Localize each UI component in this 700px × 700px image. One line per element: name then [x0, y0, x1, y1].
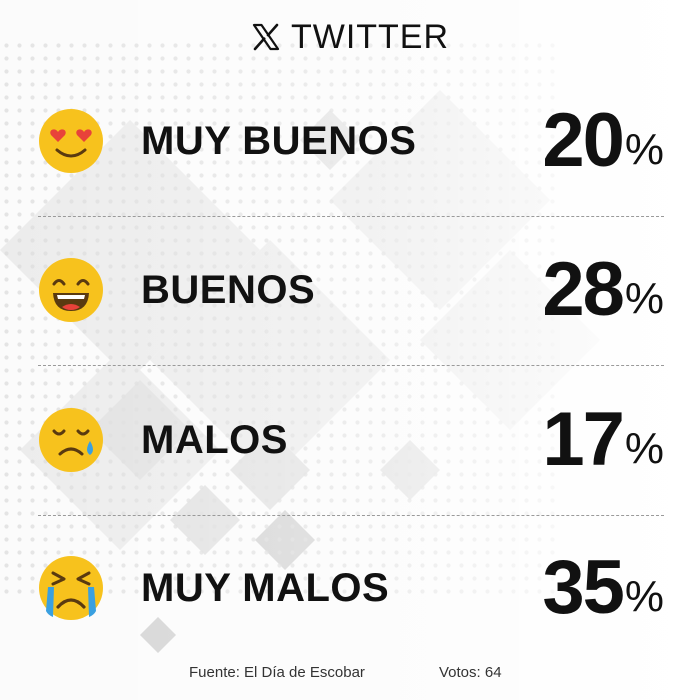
result-row-muy-malos: MUY MALOS 35 % [0, 538, 700, 638]
percent-sign: % [624, 125, 664, 174]
row-label: MALOS [141, 418, 288, 462]
row-divider [38, 515, 664, 516]
row-divider [38, 365, 664, 366]
value-number: 28 [542, 247, 625, 332]
source-credit: Fuente: El Día de Escobar [189, 664, 365, 681]
percent-sign: % [624, 424, 664, 473]
row-value: 20 % [542, 91, 664, 191]
row-label: MUY BUENOS [141, 119, 417, 163]
brand-title: TWITTER [290, 17, 450, 56]
result-row-malos: MALOS 17 % [0, 390, 700, 490]
sad-tear-emoji-icon [39, 408, 103, 472]
value-number: 35 [542, 545, 625, 630]
row-value: 28 % [542, 240, 664, 340]
footer: Fuente: El Día de Escobar Votos: 64 [0, 664, 700, 688]
row-label: MUY MALOS [141, 566, 390, 610]
row-value: 35 % [542, 538, 664, 638]
result-row-muy-buenos: MUY BUENOS 20 % [0, 91, 700, 191]
crying-emoji-icon [39, 556, 103, 620]
value-number: 20 [542, 98, 625, 183]
percent-sign: % [624, 274, 664, 323]
grinning-emoji-icon [39, 258, 103, 322]
heart-eyes-emoji-icon [39, 109, 103, 173]
x-logo-icon [252, 23, 280, 51]
row-label: BUENOS [141, 268, 316, 312]
value-number: 17 [542, 397, 625, 482]
votes-count: Votos: 64 [439, 664, 502, 681]
row-divider [38, 216, 664, 217]
result-row-buenos: BUENOS 28 % [0, 240, 700, 340]
percent-sign: % [624, 572, 664, 621]
header: TWITTER [0, 14, 700, 60]
row-value: 17 % [542, 390, 664, 490]
